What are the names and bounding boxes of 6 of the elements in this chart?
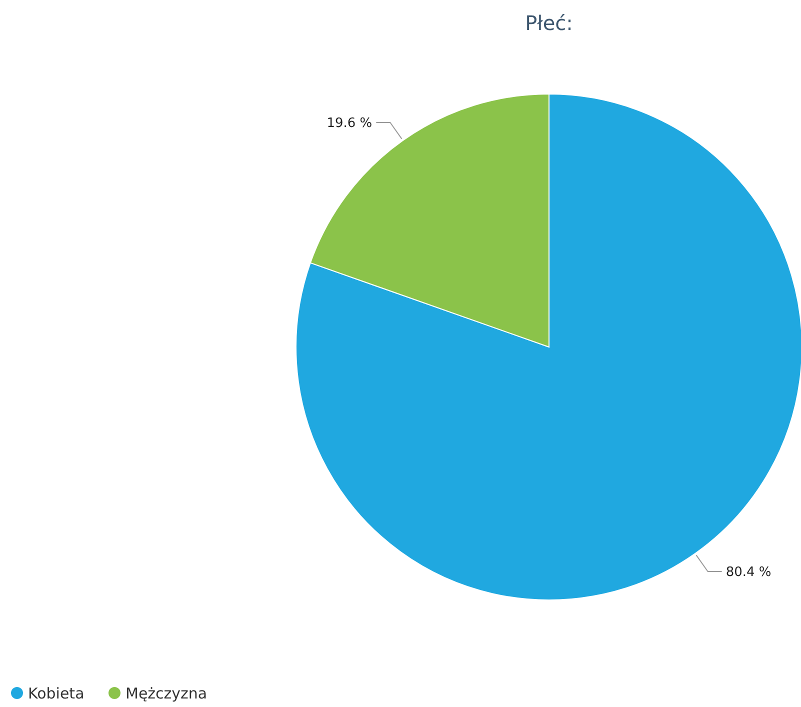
- data-label: 19.6 %: [326, 116, 372, 132]
- legend-label: Kobieta: [28, 684, 84, 702]
- legend-label: Mężczyzna: [126, 684, 208, 702]
- pie-slice: [296, 94, 801, 600]
- data-label: 80.4 %: [726, 565, 772, 580]
- chart-title: Płeć:: [525, 11, 573, 35]
